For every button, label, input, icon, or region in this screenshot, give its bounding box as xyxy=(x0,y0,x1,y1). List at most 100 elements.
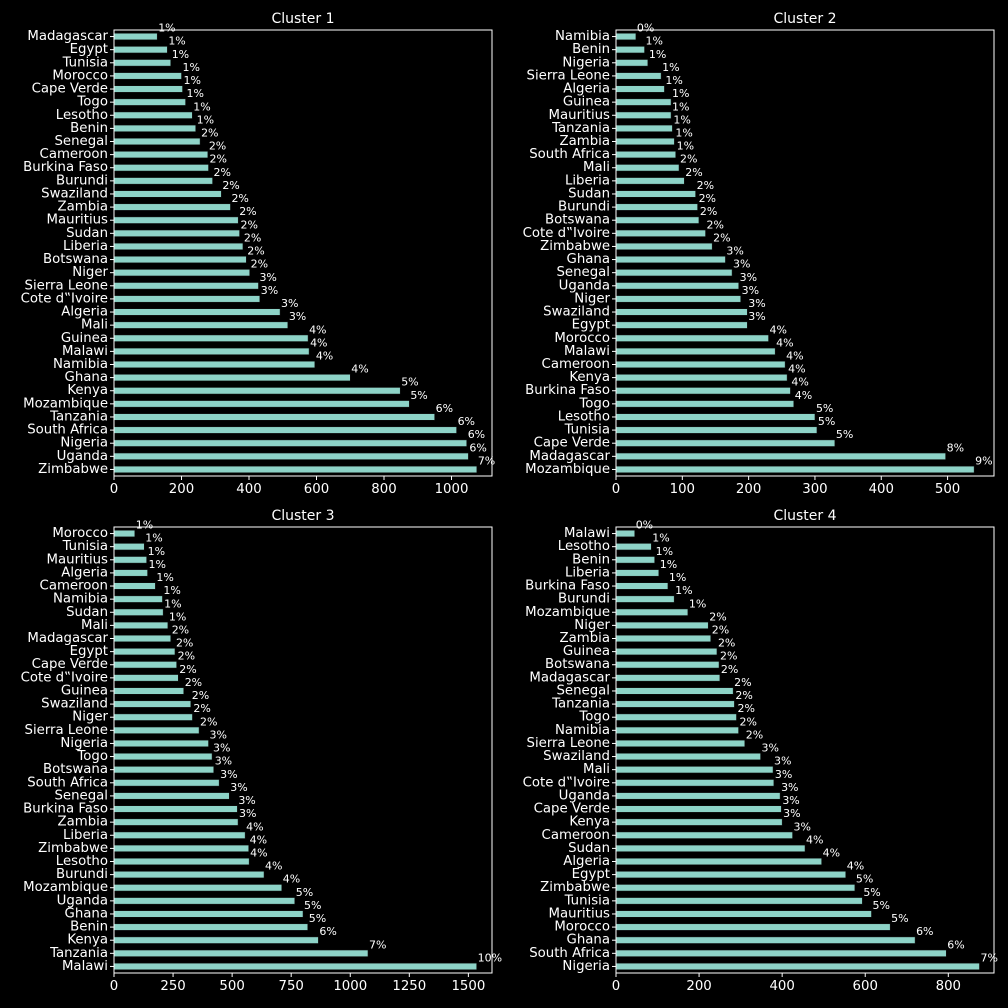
y-tick-label: Sierra Leone xyxy=(527,736,611,751)
data-label: 2% xyxy=(718,637,735,650)
bar xyxy=(113,85,183,93)
data-label: 2% xyxy=(685,166,702,179)
bar xyxy=(615,452,946,460)
bar xyxy=(113,897,295,905)
data-label: 2% xyxy=(231,192,248,205)
bar xyxy=(113,347,310,355)
bar xyxy=(113,256,247,264)
bar xyxy=(615,713,737,721)
plot-frame xyxy=(615,29,995,477)
bar xyxy=(113,334,309,342)
data-label: 6% xyxy=(916,925,933,938)
data-label: 1% xyxy=(183,61,200,74)
y-tick-label: Burkina Faso xyxy=(525,383,610,398)
data-label: 3% xyxy=(748,297,765,310)
data-label: 1% xyxy=(673,113,690,126)
data-label: 3% xyxy=(230,781,247,794)
y-tick-label: Togo xyxy=(578,710,610,725)
y-tick-label: Mali xyxy=(81,318,108,333)
y-tick-label: Morocco xyxy=(52,68,108,83)
y-tick-label: Lesotho xyxy=(56,854,108,869)
data-label: 1% xyxy=(672,87,689,100)
y-tick-label: Uganda xyxy=(57,893,108,908)
y-tick-label: Madagascar xyxy=(27,631,108,646)
data-label: 4% xyxy=(776,336,793,349)
bar xyxy=(113,308,281,316)
bar xyxy=(113,98,186,106)
bar xyxy=(615,33,637,41)
data-label: 3% xyxy=(794,820,811,833)
y-tick-label: Burkina Faso xyxy=(23,160,108,175)
data-label: 4% xyxy=(283,873,300,886)
y-tick-label: Nigeria xyxy=(60,436,108,451)
y-tick-label: Cameroon xyxy=(40,147,108,162)
bar xyxy=(615,569,660,577)
bar xyxy=(615,884,856,892)
data-label: 2% xyxy=(210,153,227,166)
bar xyxy=(113,124,196,132)
data-label: 3% xyxy=(238,794,255,807)
y-tick-label: Cote d‟Ivoire xyxy=(523,775,610,790)
bar xyxy=(113,530,136,538)
data-label: 5% xyxy=(891,912,908,925)
bar xyxy=(113,59,171,67)
y-tick-label: Cameroon xyxy=(542,357,610,372)
y-tick-label: Tanzania xyxy=(551,697,610,712)
data-label: 1% xyxy=(675,584,692,597)
y-tick-label: Mozambique xyxy=(23,880,108,895)
bar xyxy=(113,46,168,54)
y-tick-label: Benin xyxy=(572,42,610,57)
bar xyxy=(113,818,239,826)
y-tick-label: South Africa xyxy=(27,775,108,790)
y-tick-label: Malawi xyxy=(62,344,108,359)
y-tick-label: Mozambique xyxy=(23,396,108,411)
x-tick-label: 300 xyxy=(802,482,827,497)
y-tick-label: Niger xyxy=(72,710,108,725)
bar xyxy=(615,282,739,290)
y-tick-label: Benin xyxy=(70,121,108,136)
chart-panel: Cluster 2 Namibia 0% Benin 1% Nigeria 1% Sierra… xyxy=(523,11,995,497)
y-tick-label: Morocco xyxy=(52,526,108,541)
data-label: 2% xyxy=(192,689,209,702)
bar xyxy=(615,923,891,931)
y-tick-label: Swaziland xyxy=(41,186,108,201)
y-tick-label: Mauritius xyxy=(549,108,611,123)
bar xyxy=(113,216,239,224)
bar xyxy=(615,413,816,421)
x-tick-label: 400 xyxy=(236,482,261,497)
bar xyxy=(615,137,675,146)
y-tick-label: Liberia xyxy=(63,239,108,254)
bar xyxy=(113,203,231,211)
x-tick-label: 800 xyxy=(936,979,961,994)
bar xyxy=(113,229,240,237)
y-tick-label: Cote d‟Ivoire xyxy=(21,291,108,306)
y-tick-label: Liberia xyxy=(565,173,610,188)
bar xyxy=(113,556,147,564)
data-label: 1% xyxy=(669,571,686,584)
data-label: 1% xyxy=(665,74,682,87)
data-label: 4% xyxy=(265,860,282,873)
bar xyxy=(615,779,775,787)
data-label: 2% xyxy=(720,650,737,663)
y-tick-label: Kenya xyxy=(67,383,108,398)
y-tick-label: Botswana xyxy=(545,213,610,228)
data-label: 6% xyxy=(468,428,485,441)
data-label: 1% xyxy=(164,597,181,610)
data-label: 1% xyxy=(149,558,166,571)
data-label: 3% xyxy=(781,781,798,794)
data-label: 2% xyxy=(740,715,757,728)
y-tick-label: Kenya xyxy=(569,370,610,385)
data-label: 6% xyxy=(458,415,475,428)
x-tick-label: 0 xyxy=(612,482,620,497)
bar xyxy=(113,177,213,185)
data-label: 1% xyxy=(168,35,185,48)
bar xyxy=(615,687,734,695)
data-label: 3% xyxy=(259,271,276,284)
x-tick-label: 1000 xyxy=(333,979,367,994)
y-tick-label: Guinea xyxy=(563,95,610,110)
y-tick-label: Guinea xyxy=(61,683,108,698)
data-label: 5% xyxy=(309,912,326,925)
data-label: 2% xyxy=(247,245,264,258)
bar xyxy=(113,779,220,787)
y-tick-label: Burundi xyxy=(56,867,108,882)
